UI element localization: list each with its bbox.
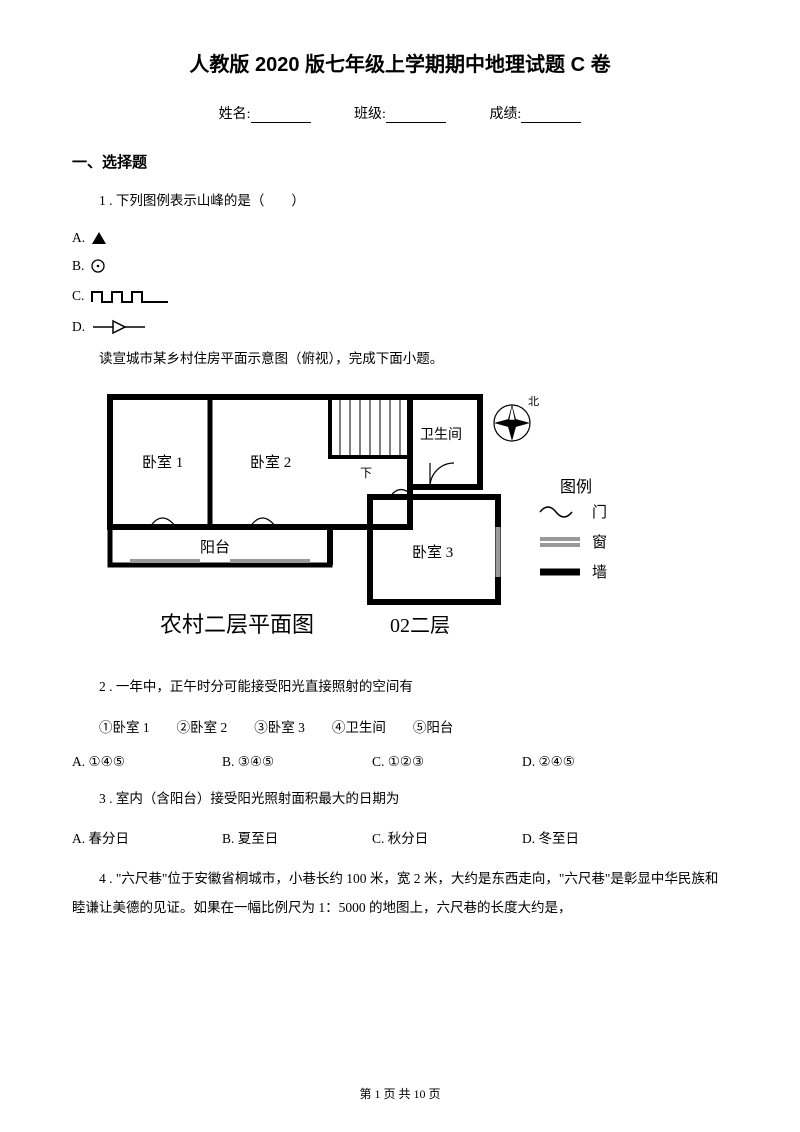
q1-optB-label: B. bbox=[72, 258, 84, 274]
q1-option-b: B. bbox=[72, 258, 728, 274]
legend-title: 图例 bbox=[560, 478, 592, 496]
name-blank[interactable] bbox=[251, 108, 311, 123]
q1-option-d: D. bbox=[72, 318, 728, 336]
q2-optD: D. ②④⑤ bbox=[522, 754, 672, 770]
student-info-line: 姓名: 班级: 成绩: bbox=[72, 103, 728, 123]
balcony-label: 阳台 bbox=[200, 539, 230, 556]
section-1-header: 一、选择题 bbox=[72, 151, 728, 172]
circle-dot-icon bbox=[90, 258, 106, 274]
q1-optD-label: D. bbox=[72, 319, 85, 335]
q3-optB: B. 夏至日 bbox=[222, 827, 372, 847]
q3-optA: A. 春分日 bbox=[72, 827, 222, 847]
room1-label: 卧室 1 bbox=[142, 454, 183, 471]
q1-optC-label: C. bbox=[72, 288, 84, 304]
question-3: 3 . 室内（含阳台）接受阳光照射面积最大的日期为 bbox=[72, 788, 728, 810]
q3-options: A. 春分日 B. 夏至日 C. 秋分日 D. 冬至日 bbox=[72, 827, 728, 847]
page-title: 人教版 2020 版七年级上学期期中地理试题 C 卷 bbox=[72, 48, 728, 77]
compass-north-label: 北 bbox=[528, 395, 539, 408]
floorplan-caption-right: 02二层 bbox=[390, 615, 450, 637]
q2-optA: A. ①④⑤ bbox=[72, 754, 222, 770]
q1-option-a: A. bbox=[72, 230, 728, 246]
name-label: 姓名: bbox=[219, 107, 251, 122]
room2-label: 卧室 2 bbox=[250, 454, 291, 471]
page-footer: 第 1 页 共 10 页 bbox=[0, 1085, 800, 1102]
bathroom-label: 卫生间 bbox=[420, 427, 462, 443]
room3-label: 卧室 3 bbox=[412, 544, 453, 561]
q2-choices-list: ①卧室 1 ②卧室 2 ③卧室 3 ④卫生间 ⑤阳台 bbox=[72, 716, 728, 736]
class-label: 班级: bbox=[354, 107, 386, 122]
floor-plan-diagram: 北 卧室 1 卧室 2 卫生间 卧室 3 阳台 下 农村二层平面图 02二层 图… bbox=[100, 387, 640, 662]
score-label: 成绩: bbox=[489, 107, 521, 122]
q2-options: A. ①④⑤ B. ③④⑤ C. ①②③ D. ②④⑤ bbox=[72, 754, 728, 770]
score-blank[interactable] bbox=[521, 108, 581, 123]
legend-wall: 墙 bbox=[592, 564, 607, 581]
q1-option-c: C. bbox=[72, 286, 728, 306]
question-4: 4 . "六尺巷"位于安徽省桐城市，小巷长约 100 米，宽 2 米，大约是东西… bbox=[72, 865, 728, 922]
q1-optA-label: A. bbox=[72, 230, 85, 246]
great-wall-icon bbox=[90, 286, 170, 306]
floorplan-caption-left: 农村二层平面图 bbox=[160, 612, 314, 637]
q2-optB: B. ③④⑤ bbox=[222, 754, 372, 770]
question-1: 1 . 下列图例表示山峰的是（ ） bbox=[72, 190, 728, 212]
exam-page: 人教版 2020 版七年级上学期期中地理试题 C 卷 姓名: 班级: 成绩: 一… bbox=[0, 0, 800, 1132]
passage-1: 读宣城市某乡村住房平面示意图（俯视），完成下面小题。 bbox=[72, 348, 728, 370]
legend-window: 窗 bbox=[592, 533, 607, 551]
class-blank[interactable] bbox=[386, 108, 446, 123]
stair-down-label: 下 bbox=[360, 466, 372, 480]
question-2: 2 . 一年中，正午时分可能接受阳光直接照射的空间有 bbox=[72, 676, 728, 698]
q3-optC: C. 秋分日 bbox=[372, 827, 522, 847]
mountain-peak-icon bbox=[91, 231, 107, 245]
arrow-line-icon bbox=[91, 318, 147, 336]
q2-optC: C. ①②③ bbox=[372, 754, 522, 770]
q3-optD: D. 冬至日 bbox=[522, 827, 672, 847]
legend-door: 门 bbox=[592, 504, 607, 521]
